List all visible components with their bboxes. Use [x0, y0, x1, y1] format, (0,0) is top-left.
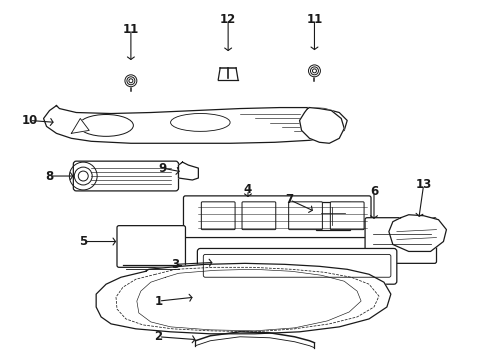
FancyBboxPatch shape — [203, 255, 391, 277]
FancyBboxPatch shape — [117, 226, 185, 267]
Ellipse shape — [79, 114, 133, 136]
FancyBboxPatch shape — [201, 202, 235, 230]
Text: 6: 6 — [370, 185, 378, 198]
FancyBboxPatch shape — [317, 202, 350, 230]
Text: 3: 3 — [172, 258, 180, 271]
Circle shape — [309, 65, 320, 77]
FancyBboxPatch shape — [197, 248, 397, 284]
Text: 7: 7 — [286, 193, 294, 206]
Text: 11: 11 — [123, 23, 139, 36]
Circle shape — [125, 75, 137, 87]
Circle shape — [313, 69, 317, 73]
Circle shape — [129, 79, 133, 83]
Text: 10: 10 — [22, 114, 38, 127]
Polygon shape — [44, 105, 347, 143]
FancyBboxPatch shape — [365, 218, 437, 264]
FancyBboxPatch shape — [242, 202, 276, 230]
Circle shape — [311, 67, 319, 75]
Polygon shape — [389, 215, 446, 251]
Polygon shape — [178, 162, 198, 180]
FancyBboxPatch shape — [74, 161, 178, 191]
Text: 2: 2 — [155, 330, 163, 343]
Text: 9: 9 — [159, 162, 167, 175]
FancyBboxPatch shape — [330, 202, 364, 230]
Polygon shape — [96, 264, 391, 334]
FancyBboxPatch shape — [183, 196, 371, 238]
Ellipse shape — [171, 113, 230, 131]
Text: 13: 13 — [416, 179, 432, 192]
Text: 11: 11 — [306, 13, 322, 26]
Polygon shape — [299, 108, 344, 143]
Circle shape — [127, 77, 135, 85]
Text: 5: 5 — [79, 235, 87, 248]
Text: 1: 1 — [155, 294, 163, 307]
Text: 12: 12 — [220, 13, 236, 26]
FancyBboxPatch shape — [289, 202, 322, 230]
Text: 4: 4 — [244, 184, 252, 197]
Text: 8: 8 — [46, 170, 53, 183]
Polygon shape — [72, 118, 89, 133]
